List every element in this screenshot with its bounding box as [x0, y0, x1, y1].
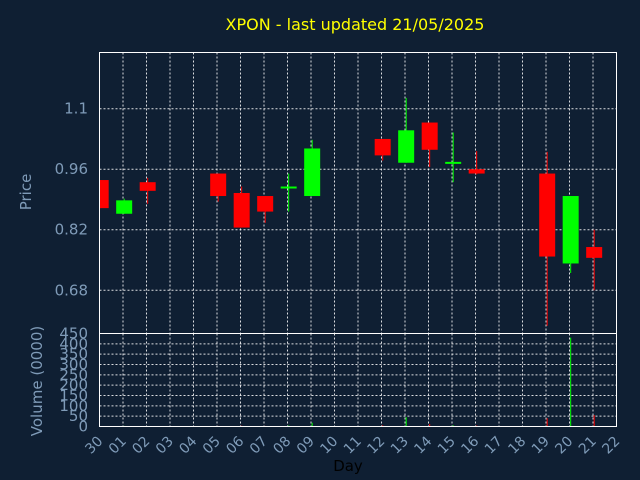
candle [421, 122, 438, 168]
x-tick-label: 11 [341, 434, 365, 458]
x-tick-label: 19 [529, 434, 553, 458]
price-tick-label: 0.82 [55, 221, 88, 239]
candle [562, 196, 579, 273]
price-panel: 0.68 0.82 0.96 1.1 Price [17, 52, 617, 334]
candle-body [539, 173, 556, 257]
volume-tick-label: 300 [59, 356, 88, 374]
candle-body [304, 148, 321, 197]
x-tick-label: 03 [153, 434, 177, 458]
volume-panel-frame [99, 333, 617, 427]
candle-body [116, 200, 133, 214]
candle [398, 97, 415, 163]
candle [257, 196, 274, 223]
candle-body [139, 182, 156, 191]
x-tick-label: 20 [552, 434, 576, 458]
candle [304, 139, 321, 197]
volume-axis-label: Volume (0000) [28, 326, 46, 436]
x-tick-label: 12 [364, 434, 388, 458]
candle-body [210, 173, 227, 197]
candle-body [257, 196, 274, 212]
candle [586, 229, 603, 291]
price-tick-label: 0.96 [55, 160, 88, 178]
candle-body [100, 180, 109, 209]
candle [280, 173, 297, 212]
volume-tick-label: 400 [59, 335, 88, 353]
candle [468, 151, 485, 175]
volume-tick-label: 450 [59, 325, 88, 343]
x-tick-label: 14 [411, 433, 435, 457]
volume-tick-label: 250 [59, 366, 88, 384]
volume-bars [100, 337, 595, 427]
volume-tick-label: 150 [59, 387, 88, 405]
price-tick-label: 0.68 [55, 281, 88, 299]
candle [539, 151, 556, 326]
volume-tick-label: 200 [59, 376, 88, 394]
candle-body [586, 247, 603, 258]
volume-tick-label: 50 [69, 407, 88, 425]
candle [116, 198, 133, 214]
candle [233, 186, 250, 228]
x-tick-label: 18 [505, 434, 529, 458]
x-tick-label: 17 [482, 434, 506, 458]
volume-tick-label: 100 [59, 397, 88, 415]
x-tick-label: 06 [223, 433, 247, 457]
candle-body [445, 161, 462, 164]
candle-body [421, 122, 438, 150]
candle [374, 138, 391, 161]
x-tick-label: 22 [599, 434, 623, 458]
x-tick-label: 21 [576, 434, 600, 458]
price-axis-ticks: 0.68 0.82 0.96 1.1 [55, 100, 88, 300]
x-tick-label: 13 [388, 434, 412, 458]
x-tick-label: 10 [317, 434, 341, 458]
price-grid [99, 52, 617, 334]
candle [100, 180, 109, 209]
x-tick-label: 02 [129, 434, 153, 458]
x-tick-label: 08 [270, 434, 294, 458]
candle [139, 177, 156, 204]
volume-grid [99, 333, 617, 427]
candle-body [233, 193, 250, 228]
x-axis-ticks: 30 01 02 03 04 05 06 07 08 09 10 11 12 13 14 15 16 17 18 19… [82, 433, 623, 457]
price-axis-label: Price [17, 174, 35, 211]
x-tick-label: 07 [247, 434, 271, 458]
candle-body [280, 186, 297, 189]
candle-body [398, 130, 415, 163]
volume-tick-label: 0 [78, 418, 88, 436]
candle-body [562, 196, 579, 264]
x-tick-label: 15 [435, 434, 459, 458]
candle [445, 132, 462, 183]
candle-body [374, 138, 391, 156]
price-candles [100, 97, 603, 326]
x-tick-label: 16 [458, 433, 482, 457]
chart-title: XPON - last updated 21/05/2025 [226, 15, 485, 34]
x-tick-label: 04 [176, 433, 200, 457]
x-tick-label: 01 [106, 434, 130, 458]
price-tick-label: 1.1 [64, 100, 88, 118]
volume-tick-label: 350 [59, 345, 88, 363]
x-tick-label: 30 [82, 434, 106, 458]
x-tick-label: 09 [294, 434, 318, 458]
candle [210, 173, 227, 202]
candle-body [468, 169, 485, 174]
x-axis-label: Day [333, 457, 363, 475]
x-tick-label: 05 [200, 434, 224, 458]
